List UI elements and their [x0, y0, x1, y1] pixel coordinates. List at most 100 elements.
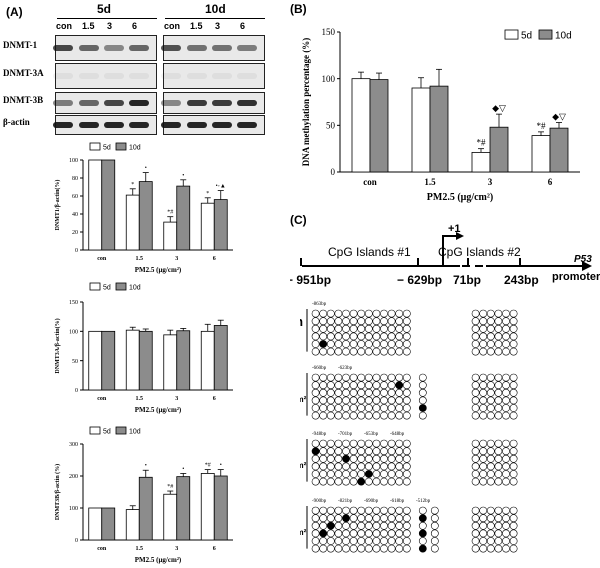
y-tick-label: 0 [75, 388, 78, 394]
blot-band [161, 122, 181, 128]
x-tick-label: con [97, 256, 107, 262]
cpg-site-island2 [509, 477, 518, 486]
cpg-site-island2 [479, 324, 488, 333]
blot-band [104, 122, 124, 128]
cpg-site [364, 411, 373, 420]
cpg-site-island2 [479, 462, 488, 471]
cpg-site-extra [418, 529, 427, 538]
cpg-site [402, 317, 411, 326]
cpg-site-island2 [479, 332, 488, 341]
cpg-site [334, 381, 343, 390]
cpg-site [357, 454, 366, 463]
cpg-site [334, 439, 343, 448]
bar-10d-3 [176, 476, 191, 541]
cpg-site [364, 537, 373, 545]
cpg-site-island2 [479, 521, 488, 530]
cpg-site [364, 340, 373, 348]
blot-lane-10d-1.5: 1.5 [190, 21, 203, 31]
cpg-site [319, 396, 328, 405]
cpg-site [380, 470, 388, 478]
cpg-site [311, 388, 320, 397]
cpg-site [349, 506, 358, 515]
cpg-site [364, 373, 373, 382]
cpg-site [326, 411, 335, 420]
cpg-site [357, 373, 366, 382]
legend-swatch-5d [89, 282, 101, 291]
cpg-annotation: -701bp [338, 432, 353, 437]
cpg-site [349, 544, 358, 553]
cpg-site-island2 [494, 462, 503, 471]
cpg-site [349, 462, 358, 471]
cpg-site-extra [418, 381, 427, 390]
cpg-site [395, 439, 404, 448]
cpg-site [364, 454, 373, 463]
cpg-site [387, 529, 396, 538]
cpg-site [395, 332, 404, 341]
cpg-site [334, 529, 343, 538]
cpg-site [395, 396, 404, 405]
cpg-site-island2 [509, 396, 518, 405]
cpg-site [395, 309, 404, 318]
cpg-site [326, 340, 335, 348]
y-tick-label: 50 [326, 120, 336, 130]
significance-mark: ◆▽ [552, 112, 566, 122]
cpg-site-island2 [502, 309, 510, 318]
cpg-site [387, 340, 396, 348]
cpg-site [319, 537, 328, 545]
cpg-site [402, 514, 411, 523]
cpg-site [395, 521, 404, 530]
cpg-annotation: -653bp [364, 432, 379, 437]
cpg-annotation: -863bp [312, 302, 327, 307]
cpg-site [349, 317, 358, 326]
cpg-site-island2 [509, 332, 518, 341]
cpg-site [395, 454, 404, 463]
cpg-site [402, 454, 411, 463]
cpg-site [357, 309, 366, 318]
y-tick-label: 200 [69, 474, 78, 480]
cpg-site [387, 324, 396, 333]
x-tick-label: 1.5 [136, 256, 144, 262]
cpg-site [334, 470, 343, 478]
x-tick-label: 3 [175, 396, 178, 402]
promoter-label: promoter [552, 271, 600, 283]
cpg-site [334, 462, 343, 471]
cpg-site [402, 381, 411, 390]
cpg-site [334, 454, 343, 463]
cpg-site-island2 [494, 447, 503, 456]
bar-10d-6 [213, 199, 228, 251]
cpg-annotation: -660bp [312, 366, 327, 371]
panel-c-label: (C) [290, 213, 307, 227]
cpg-site-island2 [486, 439, 495, 448]
cpg-site [349, 447, 358, 456]
bar-5d-3 [163, 221, 178, 251]
blot-band [212, 122, 232, 128]
y-axis-label: DNA methylation percentage (%) [301, 38, 311, 167]
cpg-site-island2 [486, 506, 495, 515]
cpg-site-island2 [479, 544, 488, 553]
cpg-site [334, 309, 343, 318]
cpg-site-island2 [509, 411, 518, 420]
cpg-site [402, 439, 411, 448]
cpg-site [372, 537, 381, 545]
cpg-site [319, 317, 328, 326]
blot-band [129, 100, 149, 106]
cpg-site [342, 514, 350, 523]
methylation-grids: con-863bp1.5μg/cm²-660bp-623bp3μg/cm²-94… [300, 302, 518, 553]
cpg-site [342, 373, 350, 382]
significance-mark: • [182, 173, 184, 179]
cpg-site-island2 [494, 381, 503, 390]
cpg-site [349, 347, 358, 356]
cpg-site [342, 462, 350, 471]
cpg-site [364, 396, 373, 405]
cpg-site [334, 514, 343, 523]
cpg-site [311, 447, 320, 456]
y-tick-label: 300 [69, 442, 78, 448]
y-axis-label: DNMT3B/β-actin (%) [54, 464, 61, 520]
blot-row-label: DNMT-3B [3, 95, 44, 105]
cpg-site [349, 324, 358, 333]
cpg-site [357, 544, 366, 553]
pos-629: − 629bp [397, 273, 442, 287]
cpg-site-island2 [486, 544, 495, 553]
legend-label-5d: 5d [103, 285, 111, 292]
cpg-site-island2 [509, 506, 518, 515]
